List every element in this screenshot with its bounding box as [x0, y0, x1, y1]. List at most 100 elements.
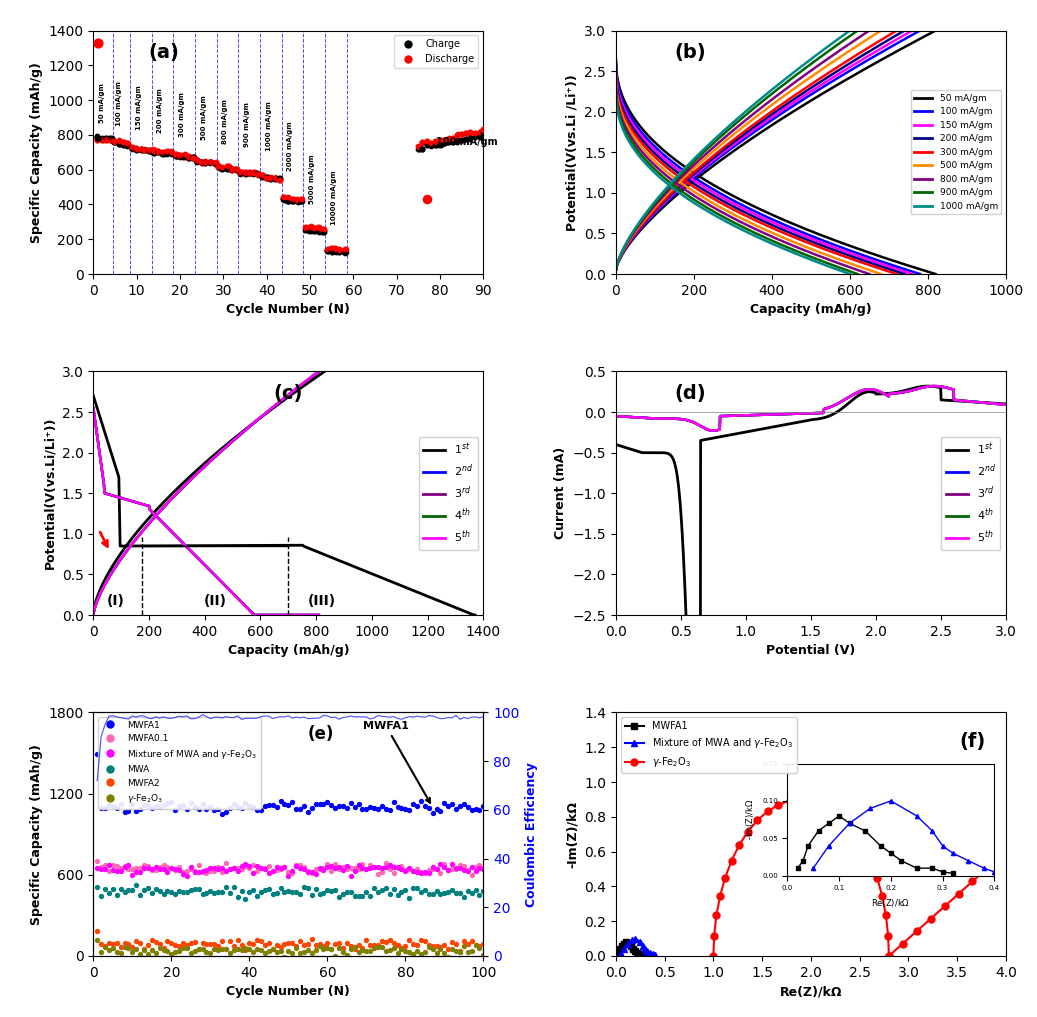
$\gamma$-Fe$_2$O$_3$ — [871, 872, 884, 884]
Text: 2000 mA/gm: 2000 mA/gm — [287, 122, 293, 172]
Point — [212, 160, 228, 176]
Point — [115, 136, 132, 153]
Point — [464, 866, 480, 883]
Point — [354, 942, 370, 958]
Point — [132, 935, 148, 951]
Point — [389, 887, 405, 903]
Point — [160, 142, 176, 159]
Point — [426, 133, 443, 149]
Point — [219, 159, 235, 175]
Point — [249, 857, 265, 874]
Point — [311, 223, 328, 239]
Point — [288, 192, 305, 208]
Point — [336, 242, 353, 258]
Point — [109, 944, 125, 960]
Point — [237, 164, 254, 180]
Point — [227, 161, 244, 177]
Point — [417, 797, 433, 814]
Point — [220, 158, 236, 174]
Point — [413, 884, 429, 900]
Point — [89, 132, 106, 148]
Point — [336, 242, 353, 258]
Point — [146, 144, 163, 161]
Point — [449, 132, 466, 148]
Point — [393, 799, 410, 816]
Point — [111, 135, 128, 152]
Point — [214, 941, 230, 957]
Point — [354, 801, 370, 818]
Point — [296, 937, 312, 953]
Point — [292, 191, 309, 207]
Point — [393, 941, 410, 957]
Point — [393, 860, 410, 877]
Point — [94, 131, 111, 147]
Point — [467, 128, 483, 144]
Point — [93, 131, 110, 147]
Point — [472, 128, 488, 144]
Point — [459, 937, 476, 953]
$\gamma$-Fe$_2$O$_3$ — [708, 930, 721, 942]
Point — [232, 166, 249, 182]
Point — [342, 938, 359, 954]
Point — [183, 882, 199, 898]
Point — [237, 794, 254, 811]
Point — [232, 166, 249, 182]
Point — [194, 795, 211, 812]
Point — [93, 944, 110, 960]
Point — [304, 800, 320, 817]
Point — [255, 167, 272, 183]
Point — [187, 862, 203, 879]
Point — [97, 130, 114, 146]
Point — [444, 129, 460, 145]
Point — [285, 193, 302, 210]
Point — [171, 938, 188, 954]
Point — [455, 858, 472, 875]
Point — [393, 940, 410, 956]
Point — [458, 131, 475, 147]
Point — [370, 884, 387, 900]
Point — [354, 888, 370, 904]
Point — [419, 191, 436, 207]
Point — [218, 803, 234, 820]
Point — [140, 938, 157, 954]
Point — [468, 863, 484, 880]
Point — [132, 801, 148, 818]
Point — [106, 134, 122, 151]
Text: (f): (f) — [959, 732, 985, 751]
Point — [453, 126, 470, 142]
Line: MWFA1: MWFA1 — [614, 939, 650, 959]
Point — [342, 885, 359, 901]
Point — [327, 883, 343, 899]
Point — [180, 149, 197, 166]
Point — [254, 167, 271, 183]
Point — [149, 143, 166, 160]
Point — [335, 797, 352, 814]
Point — [171, 861, 188, 878]
Point — [338, 947, 355, 963]
Mixture of MWA and $\gamma$-Fe$_2$O$_3$ — [615, 948, 627, 960]
Point — [222, 933, 239, 949]
Point — [338, 884, 355, 900]
Point — [276, 936, 292, 952]
Point — [163, 860, 179, 877]
Point — [171, 798, 188, 815]
Point — [155, 145, 171, 162]
Point — [119, 137, 136, 154]
Point — [280, 193, 297, 210]
Point — [145, 141, 162, 158]
Point — [472, 124, 488, 140]
Point — [377, 858, 394, 875]
Point — [180, 149, 197, 166]
Point — [171, 858, 188, 875]
Point — [313, 224, 330, 240]
Point — [323, 942, 339, 958]
Point — [289, 193, 306, 210]
Point — [153, 145, 170, 162]
Point — [167, 860, 184, 877]
Point — [311, 796, 328, 813]
Mixture of MWA and $\gamma$-Fe$_2$O$_3$ — [629, 933, 642, 945]
Point — [440, 949, 456, 965]
Point — [219, 161, 235, 177]
Point — [319, 793, 336, 810]
Point — [370, 939, 387, 955]
